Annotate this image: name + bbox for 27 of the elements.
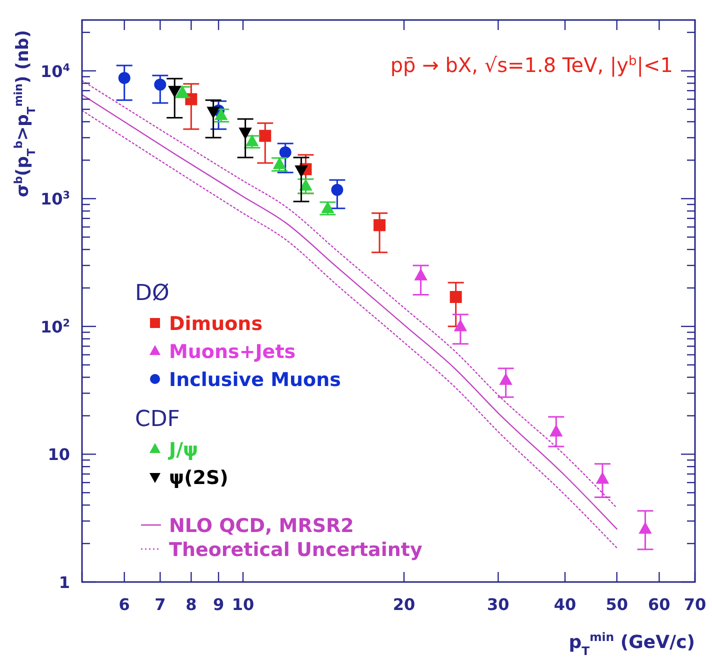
x-tick-label: 60 (648, 595, 670, 614)
y-tick-label: 10$^{3}$ (40, 190, 70, 209)
x-tick-label: 20 (392, 595, 416, 614)
legend-label: Muons+Jets (169, 341, 296, 363)
x-tick-label: 10 (232, 595, 254, 614)
legend-label: J/ψ (167, 439, 198, 461)
annotation: pp̄ → bX, √s=1.8 TeV, |y$^{b}$|<1 (390, 53, 673, 77)
x-axis-title: p$_{T}$$^{min}$ (GeV/c) (568, 630, 695, 658)
annotation: CDF (135, 407, 180, 432)
x-tick-label: 8 (186, 595, 197, 614)
annotation: DØ (135, 281, 170, 306)
legend-label: ψ(2S) (169, 467, 228, 489)
x-tick-label: 30 (487, 595, 510, 614)
y-tick-label: 10 (48, 445, 70, 464)
y-tick-label: 10$^{4}$ (40, 62, 70, 81)
x-tick-label: 7 (154, 595, 166, 614)
x-tick-label: 6 (118, 595, 130, 614)
x-tick-label: 50 (606, 595, 628, 614)
y-tick-label: 10$^{2}$ (40, 317, 70, 336)
legend-label: Theoretical Uncertainty (169, 539, 423, 561)
legend-label: NLO QCD, MRSR2 (169, 515, 354, 537)
legend-label: Dimuons (169, 313, 262, 335)
x-tick-label: 70 (684, 595, 706, 614)
y-tick-label: 1 (58, 573, 70, 592)
x-tick-label: 9 (212, 595, 224, 614)
x-tick-label: 40 (554, 595, 576, 614)
legend-label: Inclusive Muons (169, 369, 341, 391)
